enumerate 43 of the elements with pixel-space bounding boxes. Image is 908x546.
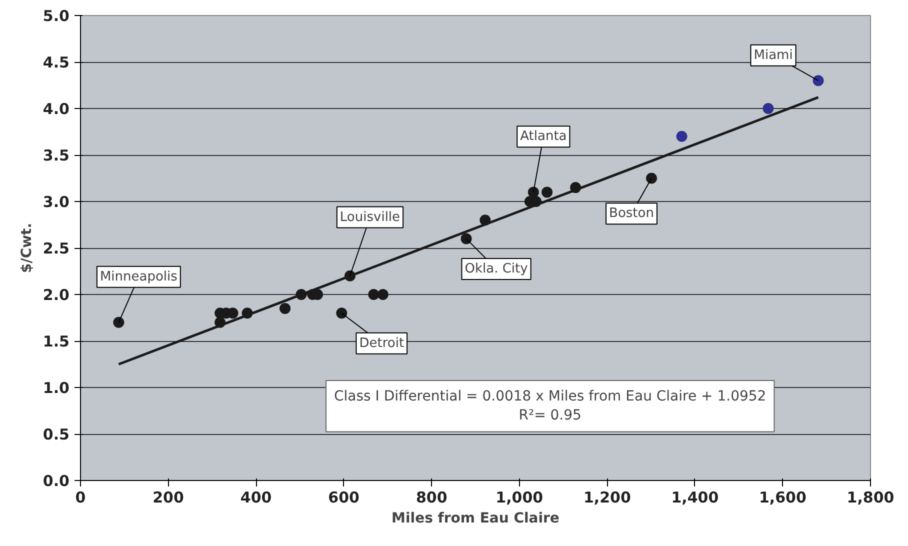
y-tick-label: 0.0 xyxy=(42,472,70,490)
annotation: Okla. City xyxy=(464,262,528,277)
x-tick-label: 1,800 xyxy=(846,488,894,506)
x-tick-label: 200 xyxy=(152,488,184,506)
x-tick-label: 1,000 xyxy=(496,488,544,506)
y-tick-label: 2.5 xyxy=(42,240,70,258)
point xyxy=(528,186,539,198)
point xyxy=(542,186,553,198)
x-axis-title: Miles from Eau Claire xyxy=(392,510,560,526)
y-axis-title: $/Cwt. xyxy=(18,222,35,274)
point xyxy=(762,103,774,114)
point xyxy=(377,289,388,300)
point xyxy=(280,302,291,314)
annotation: Atlanta xyxy=(520,129,567,144)
annotation: Miami xyxy=(754,48,793,63)
y-tick-label: 3.5 xyxy=(42,146,70,164)
point xyxy=(336,308,348,319)
y-tick-label: 1.0 xyxy=(42,379,70,397)
point xyxy=(460,233,472,244)
y-tick-label: 1.5 xyxy=(42,332,70,350)
x-tick-label: 400 xyxy=(240,488,272,506)
y-tick-label: 4.0 xyxy=(42,100,70,118)
point xyxy=(812,75,824,86)
x-tick-label: 1,200 xyxy=(583,488,631,506)
annotation: Minneapolis xyxy=(100,269,178,284)
annotation: Boston xyxy=(609,206,654,222)
point xyxy=(646,172,657,184)
y-tick-label: 2.0 xyxy=(42,286,70,304)
point xyxy=(113,316,124,328)
annotation: Louisville xyxy=(340,210,400,225)
y-tick-label: 0.5 xyxy=(42,426,70,444)
point xyxy=(676,130,688,142)
x-tick-label: 800 xyxy=(416,488,448,506)
annotation: Detroit xyxy=(359,336,404,351)
y-tick-label: 3.0 xyxy=(42,193,70,211)
annotation: Class I Differential = 0.0018 x Miles from Eau Claire + 1.0952 R²= 0.95 xyxy=(334,388,766,424)
x-tick-label: 1,400 xyxy=(671,488,719,506)
y-tick-label: 4.5 xyxy=(42,54,70,72)
x-tick-label: 600 xyxy=(328,488,360,506)
y-tick-label: 5.0 xyxy=(42,7,70,25)
point xyxy=(368,289,380,300)
x-tick-label: 1,600 xyxy=(759,488,806,506)
x-tick-label: 0 xyxy=(75,488,86,506)
